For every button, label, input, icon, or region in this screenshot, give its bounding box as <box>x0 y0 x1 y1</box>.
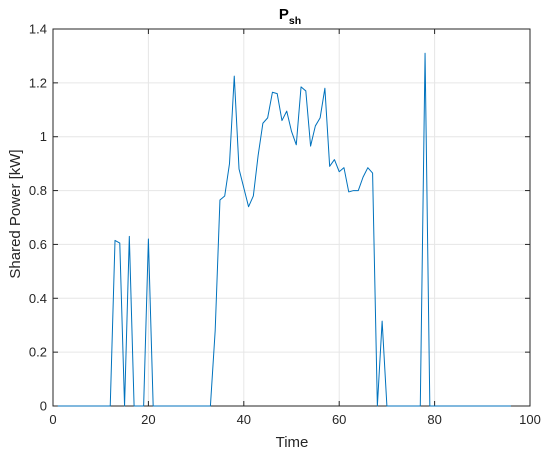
x-tick-label: 80 <box>427 412 441 427</box>
y-tick-label: 0.2 <box>29 345 47 360</box>
x-tick-label: 0 <box>49 412 56 427</box>
y-tick-label: 0 <box>40 399 47 414</box>
axis-ticks: 0 20 40 60 80 100 0 0.2 0.4 0.6 0.8 1 1.2 1.4 <box>29 22 541 428</box>
grid-lines <box>52 28 531 407</box>
plot-area <box>52 28 531 407</box>
y-tick-label: 0.6 <box>29 237 47 252</box>
y-tick-label: 0.4 <box>29 291 47 306</box>
x-tick-label: 60 <box>332 412 346 427</box>
y-axis-label: Shared Power [kW] <box>7 149 24 278</box>
x-axis-label: Time <box>276 434 309 451</box>
series-line-1 <box>57 52 511 407</box>
y-tick-label: 1.4 <box>29 22 47 37</box>
series-layer <box>57 52 511 407</box>
y-tick-label: 1 <box>40 129 47 144</box>
chart-title: Psh <box>279 6 301 27</box>
x-tick-label: 20 <box>141 412 155 427</box>
chart-title-main: P <box>279 6 289 23</box>
y-tick-label: 1.2 <box>29 75 47 90</box>
chart-title-subscript: sh <box>289 15 301 27</box>
x-tick-label: 40 <box>237 412 251 427</box>
y-tick-label: 0.8 <box>29 183 47 198</box>
x-tick-label: 100 <box>519 412 541 427</box>
